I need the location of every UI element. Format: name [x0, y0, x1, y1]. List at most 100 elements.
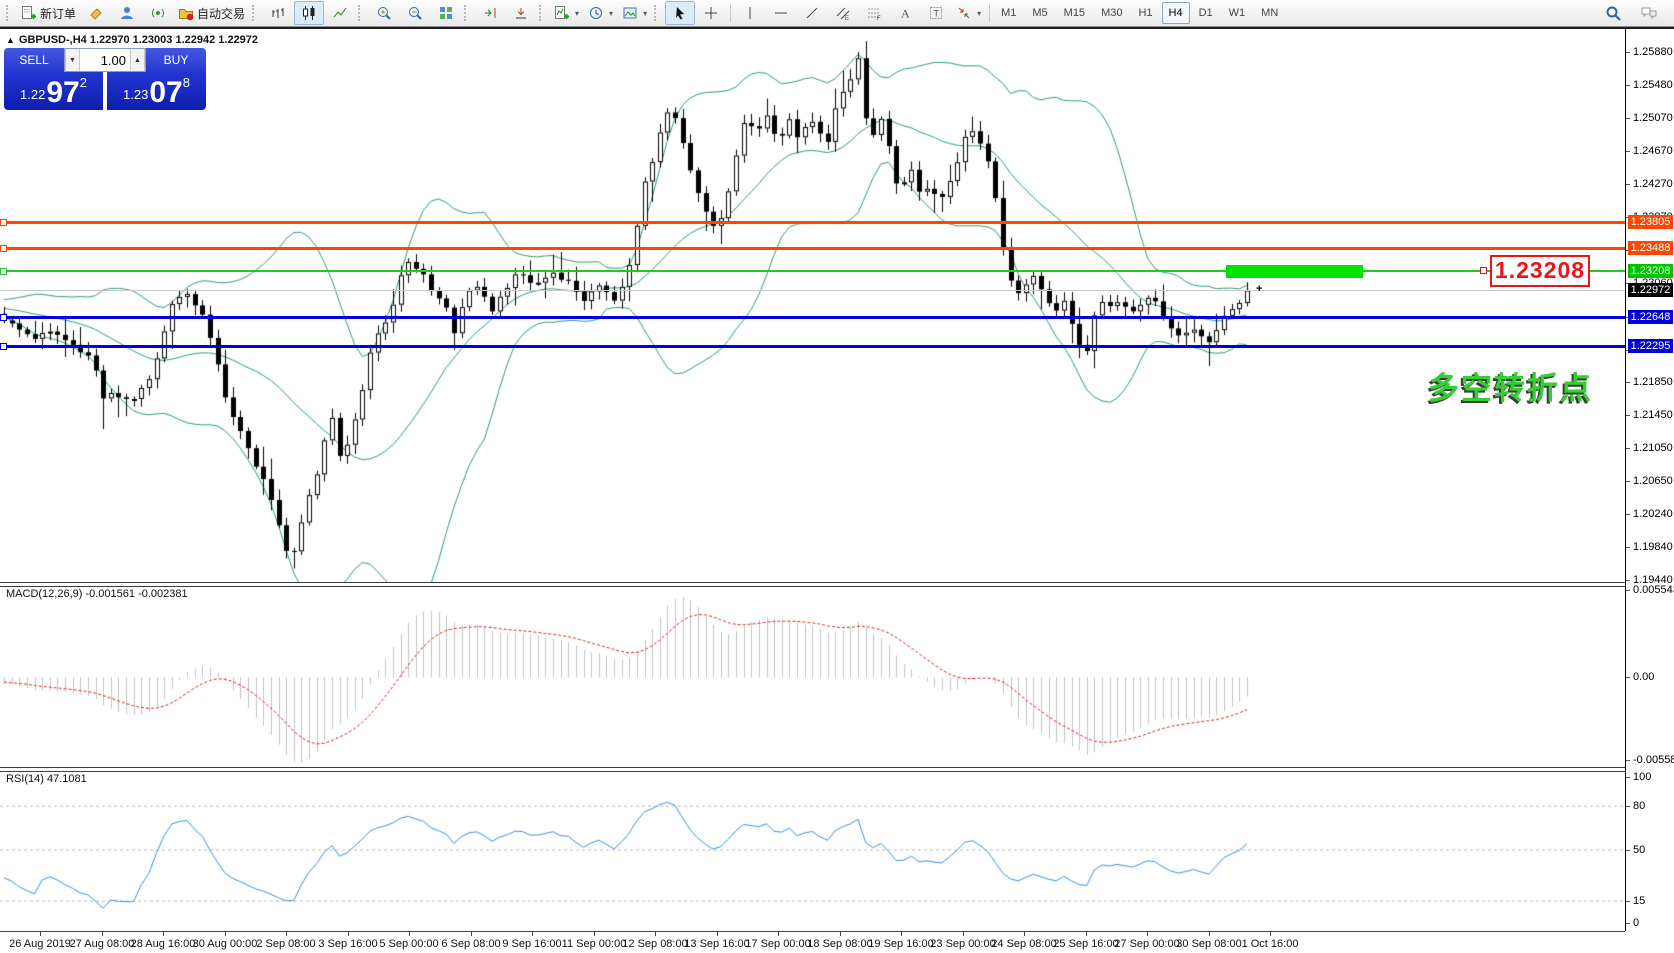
line-anchor-square[interactable]	[0, 268, 7, 275]
auto-scroll-button[interactable]	[506, 1, 536, 25]
line-anchor-square[interactable]	[0, 343, 7, 350]
timeframe-button-m15[interactable]: M15	[1063, 7, 1086, 19]
trendline-icon	[804, 5, 820, 21]
macd-label: MACD(12,26,9) -0.001561 -0.002381	[6, 588, 188, 600]
timeframe-button-d1[interactable]: D1	[1198, 7, 1213, 19]
arrows-tool-button[interactable]: ▾	[952, 1, 985, 25]
signals-button[interactable]	[143, 1, 173, 25]
rsi-canvas[interactable]	[0, 770, 1625, 931]
horizontal-level-line[interactable]	[0, 345, 1625, 348]
horizontal-level-line[interactable]	[0, 247, 1625, 250]
bar-chart-button[interactable]	[263, 1, 293, 25]
time-tick-mark	[286, 932, 287, 936]
candlestick-canvas[interactable]	[0, 29, 1625, 582]
search-button[interactable]	[1598, 1, 1628, 25]
turning-point-annotation[interactable]: 多空转折点	[1428, 371, 1593, 406]
templates-button[interactable]: ▾	[618, 1, 651, 25]
volume-down-button[interactable]: ▼	[65, 49, 80, 71]
macd-axis-label: 0.005543	[1633, 584, 1674, 596]
timeframe-button-m5[interactable]: M5	[1032, 7, 1048, 19]
periods-button[interactable]: ▾	[584, 1, 617, 25]
one-click-trading-panel: SELL ▼ 1.00 ▲ BUY 1.22 97 2 1.23 07 8	[4, 48, 206, 110]
horizontal-level-line[interactable]	[0, 270, 1625, 272]
price-axis[interactable]: 1.25880 1.25480 1.25070 1.24670 1.24270 1.238…	[1625, 29, 1674, 931]
horizontal-level-line[interactable]	[0, 221, 1625, 224]
toolbar-grip	[539, 5, 545, 21]
time-tick-mark	[1209, 932, 1210, 936]
trendline-tool-button[interactable]	[797, 1, 827, 25]
rsi-tick-mark	[1626, 777, 1630, 778]
timeframe-button-w1[interactable]: W1	[1228, 7, 1246, 19]
indicators-button[interactable]: ▾	[550, 1, 583, 25]
text-label-tool-button[interactable]: T	[921, 1, 951, 25]
rsi-tick-mark	[1626, 901, 1630, 902]
highlight-zone-rectangle[interactable]	[1226, 265, 1363, 278]
buy-price-display[interactable]: 1.23 07 8	[107, 72, 206, 110]
timeframe-button-h1[interactable]: H1	[1138, 7, 1153, 19]
template-icon	[622, 5, 638, 21]
horizontal-level-line[interactable]	[0, 316, 1625, 319]
horizontal-line-tool-button[interactable]	[766, 1, 796, 25]
line-anchor-square[interactable]	[0, 314, 7, 321]
timeframe-button-m1[interactable]: M1	[1001, 7, 1017, 19]
pane-separator[interactable]	[0, 582, 1625, 587]
text-tool-button[interactable]: A	[890, 1, 920, 25]
dropdown-caret: ▾	[575, 8, 580, 18]
volume-input[interactable]: 1.00	[100, 53, 126, 68]
dropdown-caret: ▾	[977, 8, 982, 18]
pane-separator[interactable]	[0, 767, 1625, 772]
channel-tool-button[interactable]: E	[828, 1, 858, 25]
cursor-tool-button[interactable]	[665, 1, 696, 25]
macd-tick-mark	[1626, 677, 1630, 678]
eraser-button[interactable]	[81, 1, 111, 25]
timeframe-button-m30[interactable]: M30	[1101, 7, 1123, 19]
vertical-line-tool-button[interactable]	[735, 1, 765, 25]
direction-up-icon: ▲	[6, 35, 15, 45]
price-tick-label: 1.19440	[1633, 574, 1673, 586]
zoom-in-button[interactable]	[369, 1, 399, 25]
timeframe-button-h4[interactable]: H4	[1161, 2, 1190, 24]
ohlc-text: GBPUSD-,H4 1.22970 1.23003 1.22942 1.229…	[18, 34, 259, 46]
new-order-button[interactable]: 新订单	[17, 1, 80, 25]
time-tick-mark	[1147, 932, 1148, 936]
dropdown-caret: ▾	[609, 8, 614, 18]
time-axis[interactable]: 26 Aug 2019 27 Aug 08:00 28 Aug 16:00 30 Au…	[0, 931, 1625, 953]
candlestick-chart-icon	[301, 5, 317, 21]
price-callout-box[interactable]: 1.23208	[1490, 255, 1590, 287]
crosshair-tool-button[interactable]	[696, 1, 726, 25]
fibonacci-tool-button[interactable]: F	[859, 1, 889, 25]
macd-canvas[interactable]	[0, 585, 1625, 767]
sell-button[interactable]: SELL	[4, 48, 64, 72]
candlestick-chart-button[interactable]	[294, 1, 325, 25]
eraser-icon	[88, 5, 104, 21]
line-chart-button[interactable]	[325, 1, 355, 25]
auto-trading-button[interactable]: 自动交易	[174, 1, 249, 25]
timeframe-button-mn[interactable]: MN	[1261, 7, 1279, 19]
line-anchor-square[interactable]	[0, 219, 7, 226]
time-tick-mark	[594, 932, 595, 936]
time-tick-mark	[717, 932, 718, 936]
time-tick-label: 5 Sep 00:00	[379, 938, 439, 950]
price-tick-label: 1.20240	[1633, 508, 1673, 520]
price-tick-mark	[1626, 448, 1630, 449]
profiles-button[interactable]	[112, 1, 142, 25]
rsi-axis-label: 100	[1633, 771, 1652, 783]
chart-shift-button[interactable]	[475, 1, 505, 25]
price-pane[interactable]: 1.23208 多空转折点 ▲ GBPUSD-,H4 1.22970 1.230…	[0, 29, 1625, 952]
current-price-line	[0, 290, 1625, 291]
sell-price-display[interactable]: 1.22 97 2	[4, 72, 103, 110]
time-tick-mark	[532, 932, 533, 936]
callout-anchor-square[interactable]	[1480, 267, 1487, 274]
time-tick-mark	[1270, 932, 1271, 936]
macd-axis-label: 0.00	[1633, 671, 1655, 683]
svg-text:T: T	[934, 9, 940, 19]
time-tick-mark	[471, 932, 472, 936]
text-icon: A	[897, 5, 913, 21]
volume-up-button[interactable]: ▲	[130, 49, 145, 71]
tile-windows-button[interactable]	[431, 1, 461, 25]
line-anchor-square[interactable]	[0, 245, 7, 252]
chat-button[interactable]	[1634, 1, 1664, 25]
current-price-axis-label: 1.22972	[1628, 283, 1673, 297]
buy-button[interactable]: BUY	[146, 48, 206, 72]
zoom-out-button[interactable]	[400, 1, 430, 25]
